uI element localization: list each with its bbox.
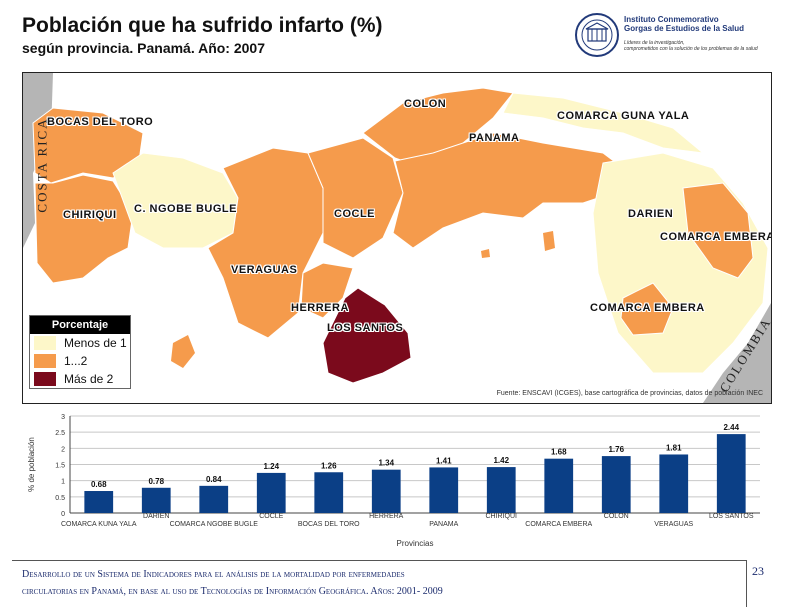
label-chiriqui: CHIRIQUI	[63, 209, 117, 221]
map-source: Fuente: ENSCAVI (ICGES), base cartográfi…	[496, 390, 763, 397]
legend-swatch	[34, 372, 56, 386]
label-ngobe: C. NGOBE BUGLE	[134, 203, 237, 215]
footer-line2: circulatorias en Panamá, en base al uso …	[22, 586, 443, 597]
legend-swatch	[34, 336, 56, 350]
bar-value-label: 0.78	[148, 477, 164, 486]
page-subtitle: según provincia. Panamá. Año: 2007	[22, 40, 266, 56]
label-embera-1: COMARCA EMBERA	[660, 231, 772, 243]
choropleth-map: COSTA RICA COLOMBIA BOCAS DEL TORO CHIRI…	[22, 72, 772, 404]
bar	[371, 469, 401, 513]
legend-swatch	[34, 354, 56, 368]
label-veraguas: VERAGUAS	[231, 264, 298, 276]
bar	[141, 487, 171, 513]
x-tick-label: COCLE	[259, 513, 283, 520]
bar	[716, 434, 746, 513]
institute-seal-icon	[575, 13, 619, 57]
bar-value-label: 1.68	[551, 448, 567, 457]
bar	[429, 467, 459, 513]
legend-item: Menos de 1	[30, 334, 130, 352]
y-tick-label: 3	[61, 414, 65, 421]
logo-tagline-line2: comprometidos con la solución de los pro…	[624, 46, 758, 52]
province-embera-1	[682, 182, 754, 279]
y-tick-label: 1	[61, 479, 65, 486]
label-herrera: HERRERA	[291, 302, 349, 314]
bar-value-label: 1.41	[436, 456, 452, 465]
footer-text: Desarrollo de un Sistema de Indicadores …	[22, 566, 443, 600]
bar-value-label: 0.84	[206, 475, 222, 484]
y-tick-label: 0.5	[55, 495, 65, 502]
bar	[659, 454, 689, 513]
bar-value-label: 0.68	[91, 480, 107, 489]
province-panama	[392, 132, 624, 249]
legend-label: Menos de 1	[64, 336, 127, 350]
x-tick-label: LOS SANTOS	[709, 513, 754, 520]
bar-value-label: 1.26	[321, 461, 337, 470]
island-coiba	[171, 335, 195, 368]
logo-name-line2: Gorgas de Estudios de la Salud	[624, 24, 745, 33]
page-title: Población que ha sufrido infarto (%)	[22, 14, 383, 37]
y-axis-label: % de población	[27, 437, 36, 492]
legend-item: Más de 2	[30, 370, 130, 388]
x-tick-label: COMARCA EMBERA	[525, 521, 592, 528]
page-number: 23	[752, 564, 764, 578]
label-guna-yala: COMARCA GUNA YALA	[557, 110, 690, 122]
y-tick-label: 2.5	[55, 430, 65, 437]
bar-value-label: 1.24	[263, 462, 279, 471]
province-chiriqui	[34, 174, 134, 284]
province-embera-2	[620, 282, 674, 336]
x-tick-label: VERAGUAS	[654, 521, 693, 528]
map-canvas	[23, 73, 771, 403]
bar-value-label: 1.76	[608, 445, 624, 454]
island-pearl	[543, 231, 555, 251]
label-panama: PANAMA	[469, 132, 520, 144]
map-legend: Porcentaje Menos de 1 1...2 Más de 2	[29, 315, 131, 389]
bar	[84, 491, 114, 513]
x-tick-label: COMARCA KUNA YALA	[61, 521, 137, 528]
x-tick-label: HERRERA	[369, 513, 404, 520]
province-cocle	[307, 137, 404, 259]
bar	[544, 458, 574, 513]
bar	[199, 485, 229, 513]
label-darien: DARIEN	[628, 208, 674, 220]
footer-line1: Desarrollo de un Sistema de Indicadores …	[22, 569, 405, 580]
x-axis-label: Provincias	[397, 539, 434, 548]
bar	[601, 456, 631, 513]
label-cocle: COCLE	[334, 208, 375, 220]
country-label-costa-rica: COSTA RICA	[34, 117, 50, 213]
x-tick-label: BOCAS DEL TORO	[298, 521, 360, 528]
x-tick-label: DARIEN	[143, 513, 169, 520]
institute-logo: Instituto Conmemorativo Gorgas de Estudi…	[574, 12, 774, 64]
bar-value-label: 1.34	[378, 459, 394, 468]
bar-chart: 0 0.5 1 1.5 2 2.5 3 % de población 0.68 COMARCA K…	[27, 414, 760, 548]
island-small	[481, 249, 490, 258]
colombia-region	[703, 303, 771, 403]
legend-title: Porcentaje	[30, 316, 130, 334]
x-tick-label: COLON	[604, 513, 629, 520]
legend-label: 1...2	[64, 354, 88, 368]
y-tick-label: 2	[61, 446, 65, 453]
label-los-santos: LOS SANTOS	[327, 322, 404, 334]
x-tick-label: COMARCA NGOBE BUGLE	[170, 521, 259, 528]
label-embera-2: COMARCA EMBERA	[590, 302, 705, 314]
logo-name-line1: Instituto Conmemorativo	[624, 15, 719, 24]
bar	[486, 467, 516, 513]
legend-label: Más de 2	[64, 372, 114, 386]
label-colon: COLON	[404, 98, 447, 110]
bar-value-label: 1.42	[493, 456, 509, 465]
footer-frame	[12, 560, 747, 607]
logo-tagline-line1: Líderes de la investigación,	[624, 40, 685, 46]
bar-value-label: 1.81	[666, 443, 682, 452]
bar	[314, 472, 344, 513]
label-bocas: BOCAS DEL TORO	[47, 116, 154, 128]
y-tick-label: 1.5	[55, 463, 65, 470]
province-herrera	[300, 262, 354, 319]
bar-value-label: 2.44	[723, 423, 739, 432]
x-tick-label: PANAMA	[429, 521, 458, 528]
bar	[256, 472, 286, 513]
y-tick-label: 0	[61, 511, 65, 518]
x-tick-label: CHIRIQUI	[486, 513, 518, 520]
province-guna-yala	[502, 92, 705, 154]
province-los-santos	[322, 287, 412, 384]
legend-item: 1...2	[30, 352, 130, 370]
